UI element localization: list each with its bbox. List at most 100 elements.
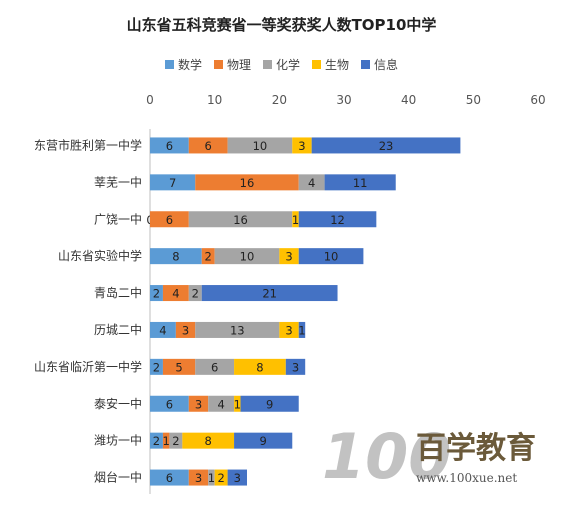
bar-segment — [234, 432, 293, 449]
bar-segment — [188, 285, 202, 302]
category-label: 山东省实验中学 — [58, 248, 142, 263]
bar-segment — [279, 321, 299, 338]
data-label: 6 — [166, 471, 173, 485]
legend-label: 化学 — [275, 58, 300, 72]
watermark-url: www.100xue.net — [416, 471, 518, 485]
bar-segment — [311, 137, 461, 154]
data-label: 4 — [217, 397, 224, 411]
category-label: 历城二中 — [94, 322, 142, 337]
data-label: 11 — [353, 176, 368, 190]
data-label: 4 — [159, 323, 166, 337]
bar-segment — [195, 321, 280, 338]
bar-segment — [201, 248, 215, 265]
data-label: 2 — [153, 287, 160, 301]
logo-number: 100 — [322, 420, 451, 493]
chart-title: 山东省五科竞赛省一等奖获奖人数TOP10中学 — [126, 16, 437, 34]
bar-segment — [285, 358, 306, 375]
bar-segment — [298, 248, 364, 265]
bar-segment — [208, 469, 215, 486]
data-label: 2 — [192, 287, 199, 301]
category-label: 广饶一中 — [94, 211, 142, 226]
data-label: 6 — [205, 139, 212, 153]
category-label: 青岛二中 — [94, 285, 142, 300]
data-label: 9 — [260, 434, 267, 448]
x-tick-label: 10 — [207, 93, 222, 107]
category-label: 泰安一中 — [94, 396, 142, 411]
legend: 数学 物理 化学 生物 信息 — [0, 56, 563, 73]
x-tick-label: 20 — [272, 93, 287, 107]
category-label: 莘芜一中 — [94, 174, 142, 189]
legend-swatch — [312, 60, 321, 69]
data-label: 12 — [330, 213, 345, 227]
data-label: 1 — [298, 323, 305, 337]
data-label: 2 — [172, 434, 179, 448]
data-label: 3 — [195, 397, 202, 411]
data-label: 4 — [172, 287, 179, 301]
data-label: 2 — [217, 471, 224, 485]
bar-segment — [150, 248, 202, 265]
data-label: 3 — [285, 323, 292, 337]
bar-segment — [188, 137, 228, 154]
data-label: 6 — [211, 360, 218, 374]
data-label: 8 — [172, 250, 179, 264]
data-label: 1 — [292, 213, 299, 227]
data-label: 3 — [234, 471, 241, 485]
bar-segment — [162, 358, 196, 375]
data-label: 10 — [324, 250, 339, 264]
data-label: 3 — [285, 250, 292, 264]
data-label: 4 — [308, 176, 315, 190]
category-label: 烟台一中 — [94, 470, 142, 485]
legend-label: 信息 — [374, 58, 399, 72]
bar-segment — [150, 469, 189, 486]
bar-segment — [298, 321, 306, 338]
category-label: 潍坊一中 — [94, 433, 142, 448]
data-label: 6 — [166, 397, 173, 411]
data-label: 23 — [379, 139, 394, 153]
bar-segment — [279, 248, 299, 265]
bar-segment — [201, 285, 338, 302]
bar-segment — [169, 432, 183, 449]
bar-segment — [234, 395, 241, 412]
x-tick-label: 40 — [401, 93, 416, 107]
x-tick-label: 30 — [336, 93, 351, 107]
legend-item-2: 化学 — [262, 56, 300, 73]
bar-segment — [150, 395, 189, 412]
category-label: 东营市胜利第一中学 — [34, 137, 142, 152]
legend-item-4: 信息 — [361, 56, 398, 73]
bar-segment — [324, 174, 396, 191]
bar-segment — [162, 285, 189, 302]
data-label: 2 — [153, 360, 160, 374]
data-label: 6 — [166, 213, 173, 227]
brand-name: 百学教育 — [416, 431, 536, 466]
bar-segment — [150, 211, 189, 228]
data-label: 3 — [195, 471, 202, 485]
data-label: 1 — [234, 397, 241, 411]
data-label: 7 — [169, 176, 176, 190]
data-label: 9 — [266, 397, 273, 411]
data-label: 13 — [230, 323, 245, 337]
bar-segment — [150, 285, 163, 302]
data-label: 1 — [163, 434, 170, 448]
legend-swatch — [164, 60, 174, 69]
bar-segment — [188, 395, 209, 412]
data-label: 2 — [205, 250, 212, 264]
legend-item-1: 物理 — [213, 56, 251, 73]
bar-segment — [214, 469, 228, 486]
bar-segment — [292, 137, 312, 154]
legend-item-0: 数学 — [164, 56, 202, 73]
data-label: 2 — [153, 434, 160, 448]
data-label: 10 — [240, 250, 255, 264]
logo-100-icon: 100 百学教育 — [322, 420, 536, 493]
data-label: 5 — [175, 360, 182, 374]
data-label: 16 — [240, 176, 255, 190]
bar-segment — [150, 432, 163, 449]
bar-segment — [162, 432, 170, 449]
legend-label: 生物 — [325, 58, 350, 72]
bar-segment — [240, 395, 299, 412]
bar-segment — [292, 211, 299, 228]
bar-segment — [195, 358, 235, 375]
bar-segment — [188, 469, 209, 486]
x-tick-label: 50 — [466, 93, 481, 107]
bar-segment — [214, 248, 280, 265]
